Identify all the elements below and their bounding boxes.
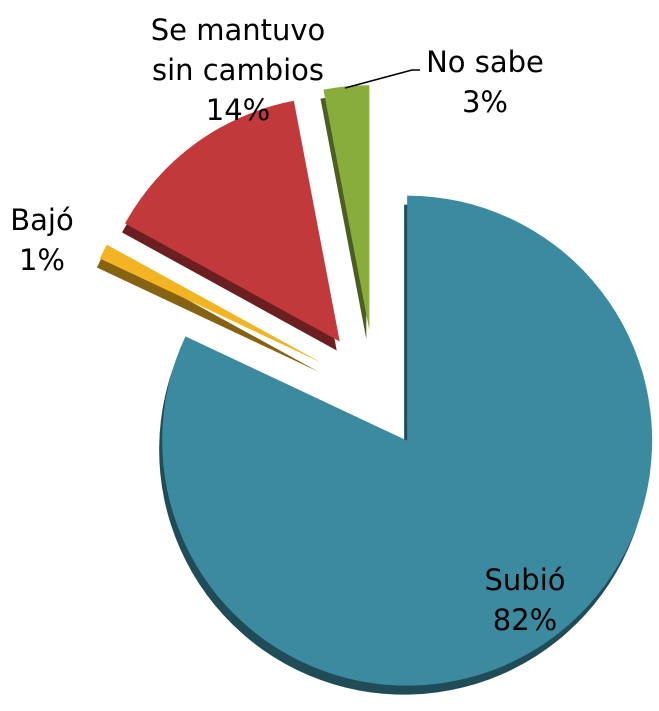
slice [323, 85, 370, 331]
slice [125, 100, 340, 342]
slice-side [96, 253, 319, 372]
slice-label: Se mantuvo sin cambios [150, 13, 326, 87]
slice-value-label: 3% [461, 85, 508, 119]
slice-label: Bajó [10, 203, 74, 237]
slice [99, 244, 322, 363]
slice-value-label: 82% [492, 603, 558, 637]
slice-label: No sabe [426, 45, 544, 79]
leader-line [344, 69, 420, 89]
slice [162, 195, 653, 686]
slice-value-label: 14% [205, 93, 271, 127]
slice-label: Subió [484, 563, 566, 597]
slice-value-label: 1% [18, 243, 65, 277]
